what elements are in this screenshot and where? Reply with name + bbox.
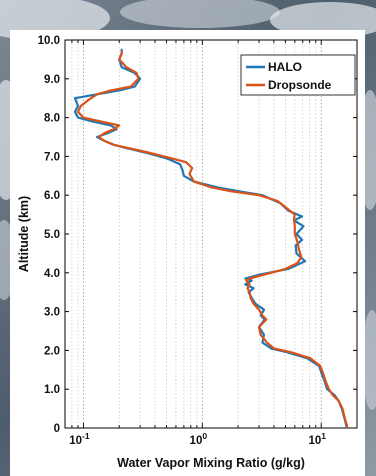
x-tick-label: 10-1 bbox=[69, 431, 90, 447]
x-axis-label: Water Vapor Mixing Ratio (g/kg) bbox=[117, 456, 305, 470]
y-tick-label: 1.0 bbox=[44, 384, 60, 396]
x-tick-exponent: 1 bbox=[321, 431, 326, 441]
y-tick-label: 3.0 bbox=[44, 307, 60, 319]
series-line-dropsonde bbox=[76, 50, 349, 428]
x-tick-exponent: -1 bbox=[82, 431, 90, 441]
x-tick-label: 100 bbox=[190, 431, 208, 447]
y-tick-label: 7.0 bbox=[44, 151, 60, 163]
y-tick-label: 2.0 bbox=[44, 345, 60, 357]
series-line-halo bbox=[73, 48, 348, 428]
y-tick-label: 10.0 bbox=[38, 35, 60, 47]
chart-panel bbox=[10, 30, 365, 476]
y-axis-label: Altitude (km) bbox=[17, 196, 31, 272]
plot-frame bbox=[64, 39, 358, 429]
x-axis: 10-1 100 101 bbox=[69, 40, 326, 447]
y-tick-label: 0 bbox=[54, 423, 60, 435]
y-axis: 0 1.0 2.0 3.0 4.0 5.0 6.0 7.0 8.0 9.0 10.0 bbox=[38, 35, 357, 435]
y-tick-label: 5.0 bbox=[44, 229, 60, 241]
y-tick-label: 8.0 bbox=[44, 113, 60, 125]
legend-box bbox=[240, 54, 356, 96]
x-tick-exponent: 0 bbox=[202, 431, 207, 441]
y-tick-label: 6.0 bbox=[44, 190, 60, 202]
legend: HALO Dropsonde bbox=[240, 54, 356, 96]
legend-label-halo: HALO bbox=[268, 60, 302, 74]
y-tick-label: 4.0 bbox=[44, 268, 60, 280]
series-layer bbox=[73, 48, 349, 428]
legend-label-dropsonde: Dropsonde bbox=[268, 78, 332, 92]
grid-lines bbox=[71, 40, 322, 428]
x-tick-label: 101 bbox=[308, 431, 326, 447]
y-tick-label: 9.0 bbox=[44, 74, 60, 86]
